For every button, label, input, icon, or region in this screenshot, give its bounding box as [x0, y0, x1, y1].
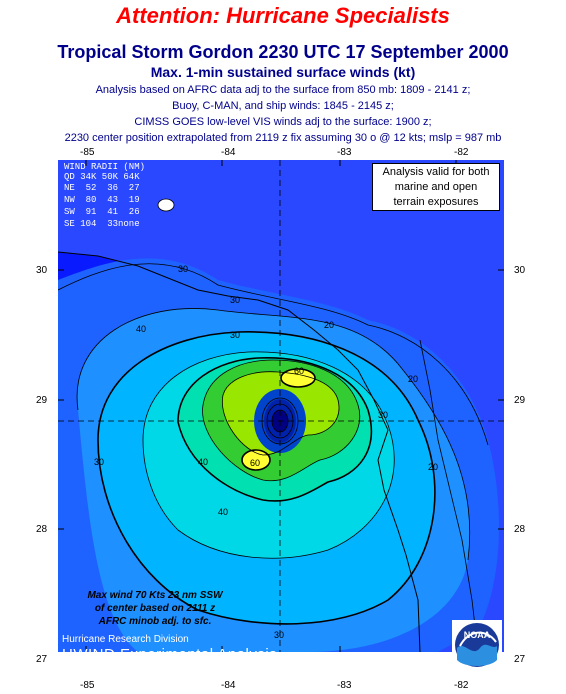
contour-label: 30 [230, 295, 240, 305]
contour-label: 40 [218, 507, 228, 517]
map-title: Tropical Storm Gordon 2230 UTC 17 Septem… [57, 42, 509, 62]
lon-tick-top: -83 [337, 147, 352, 158]
analysis-note-3: CIMSS GOES low-level VIS winds adj to th… [134, 116, 432, 128]
isotach-20kt [76, 308, 471, 561]
lat-tick-right: 30 [514, 265, 526, 276]
lon-tick-top: -84 [221, 147, 236, 158]
valid-box-line: terrain exposures [393, 196, 479, 208]
lon-tick-top: -82 [454, 147, 469, 158]
hrd-credit: Hurricane Research Division [62, 634, 189, 645]
lat-tick-left: 27 [36, 654, 48, 665]
coastline [58, 251, 421, 652]
lat-tick-right: 28 [514, 524, 526, 535]
wind-radii-row: NE 52 36 27 [64, 183, 140, 193]
noaa-logo-text: NOAA [464, 630, 491, 640]
analysis-note-1: Analysis based on AFRC data adj to the s… [95, 84, 471, 96]
wind-radii-row: SW 91 41 26 [64, 207, 140, 217]
wind-field-map: 30 40 30 20 30 20 40 60 60 30 30 40 30 2… [58, 160, 504, 652]
contour-label: 20 [408, 374, 418, 384]
isotach-64kt-ne [280, 368, 316, 388]
lon-tick-bottom: -85 [80, 680, 95, 691]
map-subtitle: Max. 1-min sustained surface winds (kt) [150, 64, 416, 80]
lon-tick-top: -85 [80, 147, 95, 158]
lon-tick-bottom: -83 [337, 680, 352, 691]
contour-label: 30 [230, 330, 240, 340]
contour-label: 60 [294, 366, 304, 376]
wind-field-svg: 30 40 30 20 30 20 40 60 60 30 30 40 30 2… [58, 160, 504, 652]
contour-label: 30 [178, 264, 188, 274]
max-wind-note: of center based on 2111 z [94, 603, 216, 614]
florida-land [58, 160, 504, 652]
contour-label: 30 [378, 410, 388, 420]
contour-label: 30 [274, 630, 284, 640]
analysis-valid-box: Analysis valid for both marine and open … [372, 163, 500, 211]
wind-radii-header: WIND RADII (NM) [64, 162, 146, 172]
isotach-34kt [97, 331, 436, 625]
contour-label-group: 30 40 30 20 30 20 40 60 60 30 30 40 30 2… [94, 264, 438, 640]
graticule-ticks [58, 160, 504, 652]
analysis-note-2: Buoy, C-MAN, and ship winds: 1845 - 2145… [172, 100, 394, 112]
noaa-logo-wave [457, 644, 497, 666]
wind-max-ne [281, 369, 315, 387]
max-wind-note: Max wind 70 Kts 23 nm SSW [87, 590, 223, 601]
wind-radii-row: NW 80 43 19 [64, 195, 140, 205]
isotach-55kt [202, 359, 361, 482]
wind-radii-columns: QD 34K 50K 64K [64, 172, 140, 182]
lat-tick-right: 27 [514, 654, 526, 665]
contour-label: 40 [136, 324, 146, 334]
island-marker [157, 198, 175, 212]
isotach-contours [58, 263, 489, 625]
east-coastline [419, 339, 479, 652]
lon-tick-bottom: -84 [221, 680, 236, 691]
hwind-credit: HWIND Experimental Analysis [62, 646, 278, 663]
lat-tick-left: 28 [36, 524, 48, 535]
attention-banner: Attention: Hurricane Specialists [116, 3, 450, 28]
analysis-note-4: 2230 center position extrapolated from 2… [64, 132, 502, 144]
contour-label: 20 [324, 320, 334, 330]
lon-tick-bottom: -82 [454, 680, 469, 691]
isotach-40kt [142, 351, 395, 559]
valid-box-line: marine and open [394, 181, 478, 193]
noaa-logo: NOAA [452, 620, 502, 670]
valid-box-line: Analysis valid for both [382, 166, 490, 178]
lat-tick-left: 30 [36, 265, 48, 276]
isotach-10kt [58, 263, 489, 446]
max-wind-note: AFRC minob adj. to sfc. [98, 616, 212, 627]
contour-label: 30 [94, 457, 104, 467]
contour-label: 20 [428, 462, 438, 472]
isotach-64kt-sw [241, 449, 271, 471]
contour-label: 40 [198, 457, 208, 467]
isotach-50kt [177, 357, 373, 502]
noaa-logo-bird [459, 631, 497, 647]
lat-tick-left: 29 [36, 395, 48, 406]
wind-radii-row: SE 104 33none [64, 219, 140, 229]
contour-label: 60 [250, 458, 260, 468]
center-crosshair [58, 160, 504, 652]
lat-tick-right: 29 [514, 395, 526, 406]
